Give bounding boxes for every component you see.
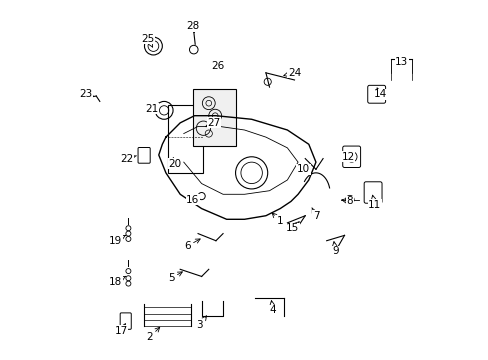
Text: 10: 10 bbox=[296, 164, 309, 174]
Text: 5: 5 bbox=[167, 272, 182, 283]
Text: 18: 18 bbox=[109, 276, 125, 287]
Bar bbox=[192, 89, 235, 146]
Text: 8: 8 bbox=[341, 197, 352, 206]
Text: 9: 9 bbox=[332, 242, 338, 256]
Text: 27: 27 bbox=[207, 118, 220, 128]
Text: 16: 16 bbox=[186, 195, 199, 204]
Text: 19: 19 bbox=[109, 235, 125, 246]
Text: 17: 17 bbox=[114, 324, 128, 336]
Text: 26: 26 bbox=[211, 61, 224, 71]
Text: 12: 12 bbox=[341, 152, 354, 162]
Text: 3: 3 bbox=[196, 316, 206, 330]
Text: 15: 15 bbox=[285, 222, 299, 233]
Text: 2: 2 bbox=[146, 327, 160, 342]
Text: 20: 20 bbox=[168, 158, 181, 169]
Text: 28: 28 bbox=[186, 21, 199, 33]
Text: 21: 21 bbox=[145, 104, 158, 113]
Text: 13: 13 bbox=[394, 57, 407, 67]
Text: 6: 6 bbox=[183, 239, 200, 251]
Text: 1: 1 bbox=[272, 213, 283, 226]
Text: 24: 24 bbox=[283, 68, 301, 78]
Text: 11: 11 bbox=[367, 195, 381, 210]
Text: 7: 7 bbox=[311, 208, 319, 221]
Text: 25: 25 bbox=[141, 34, 154, 47]
Text: 23: 23 bbox=[79, 89, 93, 99]
Text: 4: 4 bbox=[269, 301, 276, 315]
Text: 14: 14 bbox=[373, 88, 386, 99]
Bar bbox=[167, 105, 203, 173]
Text: 22: 22 bbox=[120, 154, 136, 163]
